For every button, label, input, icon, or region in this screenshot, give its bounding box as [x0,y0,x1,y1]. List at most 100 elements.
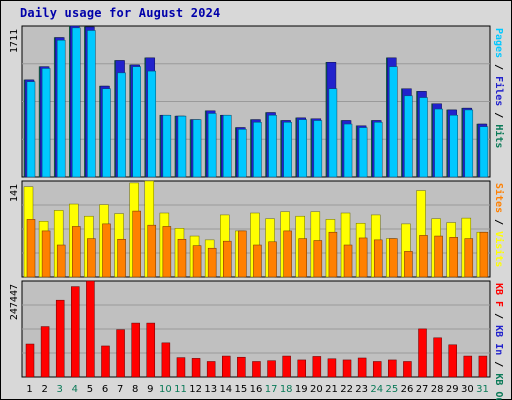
x-tick-label: 20 [310,384,323,395]
sites-bar [117,238,126,278]
x-tick-label: 23 [355,384,368,395]
kbf-bar [116,329,125,378]
legend-entry: Pages [493,28,504,58]
kbf-bar [297,359,306,378]
x-tick-label: 14 [219,384,232,395]
x-tick-label: 18 [280,384,293,395]
x-tick-label: 2 [41,384,47,395]
x-tick-label: 28 [431,384,444,395]
x-tick-label: 12 [189,384,202,395]
kbf-bar [55,299,65,378]
pages-bar [102,88,111,178]
x-tick-label: 21 [325,384,338,395]
pages-bar [298,119,307,178]
x-tick-label: 1 [26,384,32,395]
pages-bar [434,108,443,178]
series-legend: Sites / Visits [493,183,505,267]
pages-bar [358,127,368,178]
sites-bar [373,239,383,278]
legend-entry: / [493,213,504,231]
sites-bar [404,251,413,278]
kbf-bar [478,355,488,378]
sites-bar [253,244,262,278]
pages-bar [313,120,323,178]
pages-bar [147,70,157,178]
x-tick-label: 19 [295,384,308,395]
legend-entry: Files [493,76,505,106]
pages-bar [72,27,81,178]
pages-bar [404,95,413,178]
x-tick-label: 10 [159,384,172,395]
kbf-bar [448,344,457,378]
legend-entry: / [493,355,504,373]
legend-entry: / [493,58,504,76]
pages-bar [373,122,383,178]
kbf-bar [86,280,95,378]
sites-bar [298,238,307,278]
pages-bar [283,122,292,178]
legend-entry: Sites [493,183,505,213]
sites-bar [434,235,443,278]
pages-bar [268,114,277,178]
pages-bar [87,30,96,178]
legend-entry: KB Out [493,373,504,400]
legend-entry: Hits [493,124,505,148]
sites-bar [87,238,96,278]
pages-bar [177,115,187,178]
legend-entry: / [493,307,504,325]
pages-bar [238,129,247,178]
kbf-bar [463,355,473,378]
sites-bar [268,241,277,278]
x-tick-label: 7 [117,384,123,395]
x-tick-label: 26 [401,384,414,395]
series-legend: Pages / Files / Hits [493,28,505,148]
pages-bar [389,66,398,178]
kbf-bar [191,358,201,378]
pages-bar [41,68,51,178]
x-tick-label: 6 [102,384,108,395]
pages-bar [56,39,66,178]
kbf-bar [312,356,322,378]
sites-bar [147,224,157,278]
x-tick-label: 29 [446,384,459,395]
legend-entry: Visits [493,231,505,267]
x-tick-label: 31 [476,384,489,395]
sites-bar [358,237,368,278]
x-tick-label: 11 [174,384,187,395]
kbf-bar [252,361,261,378]
pages-bar [117,72,126,178]
sites-bar [26,219,36,278]
kbf-bar [357,357,367,378]
kbf-bar [206,361,216,378]
sites-bar [449,237,458,278]
sites-bar [419,235,428,278]
kbf-bar [101,345,110,378]
pages-bar [223,114,232,178]
ymax-label: 247447 [9,284,20,320]
kbf-bar [433,337,442,378]
kbf-bar [388,359,397,378]
sites-bar [389,238,398,278]
x-tick-label: 27 [416,384,429,395]
sites-bar [464,238,474,278]
chart-title: Daily usage for August 2024 [20,6,221,20]
kbf-bar [222,355,231,378]
pages-bar [162,114,172,178]
sites-bar [177,238,187,278]
pages-bar [464,109,474,178]
series-legend: KB F / KB In / KB Out [493,283,504,400]
pages-bar [207,113,217,178]
sites-bar [343,244,353,278]
pages-bar [192,119,202,178]
kbf-bar [342,359,352,378]
kbf-bar [327,358,337,378]
sites-bar [72,226,81,278]
kbf-bar [403,361,412,378]
x-tick-label: 25 [386,384,399,395]
x-tick-label: 22 [340,384,353,395]
pages-bar [132,66,141,178]
kbf-bar [282,355,291,378]
pages-bar [419,97,428,178]
x-tick-label: 15 [235,384,248,395]
